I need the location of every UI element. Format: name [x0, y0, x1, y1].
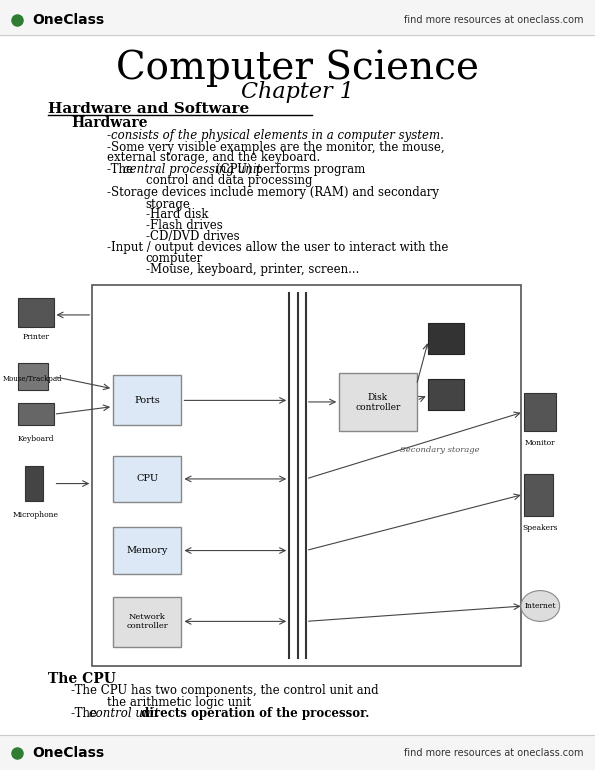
Text: -Flash drives: -Flash drives — [146, 219, 223, 232]
Bar — [524, 393, 556, 431]
Bar — [18, 298, 54, 327]
Text: OneClass: OneClass — [33, 746, 105, 760]
Text: -Input / output devices allow the user to interact with the: -Input / output devices allow the user t… — [107, 242, 449, 254]
Bar — [113, 597, 181, 647]
Text: computer: computer — [146, 253, 203, 265]
Bar — [428, 379, 464, 410]
Text: Internet: Internet — [525, 602, 556, 610]
Text: Speakers: Speakers — [522, 524, 558, 531]
Text: -consists of the physical elements in a computer system.: -consists of the physical elements in a … — [107, 129, 444, 142]
Bar — [92, 285, 521, 666]
Text: external storage, and the keyboard.: external storage, and the keyboard. — [107, 152, 320, 164]
Text: -The: -The — [71, 708, 101, 720]
Text: control unit: control unit — [89, 708, 159, 720]
Text: Network
controller: Network controller — [126, 613, 168, 631]
Bar — [18, 363, 48, 390]
Text: control and data processing: control and data processing — [146, 175, 312, 187]
Text: Hardware and Software: Hardware and Software — [48, 102, 249, 116]
Bar — [0, 0, 595, 35]
Text: Memory: Memory — [127, 546, 168, 555]
Bar — [428, 323, 464, 354]
Text: find more resources at oneclass.com: find more resources at oneclass.com — [403, 748, 583, 758]
Text: the arithmetic logic unit: the arithmetic logic unit — [107, 696, 251, 708]
Text: Hardware: Hardware — [71, 116, 148, 130]
Text: -The: -The — [107, 163, 137, 176]
Text: Secondary storage: Secondary storage — [400, 447, 480, 454]
Text: -Mouse, keyboard, printer, screen...: -Mouse, keyboard, printer, screen... — [146, 263, 359, 276]
Bar — [524, 474, 553, 516]
Bar — [0, 735, 595, 770]
Text: central processing unit: central processing unit — [123, 163, 262, 176]
Text: -Hard disk: -Hard disk — [146, 209, 208, 221]
Text: -CD/DVD drives: -CD/DVD drives — [146, 230, 239, 243]
Text: Printer: Printer — [22, 333, 49, 340]
Text: storage: storage — [146, 198, 190, 210]
Text: OneClass: OneClass — [33, 13, 105, 27]
Bar — [339, 373, 416, 431]
Text: -Some very visible examples are the monitor, the mouse,: -Some very visible examples are the moni… — [107, 141, 444, 153]
Text: CPU: CPU — [136, 474, 158, 484]
Text: Chapter 1: Chapter 1 — [241, 82, 354, 103]
Bar — [113, 456, 181, 502]
Bar — [113, 375, 181, 425]
Text: Keyboard: Keyboard — [17, 435, 54, 443]
Text: directs operation of the processor.: directs operation of the processor. — [141, 708, 369, 720]
Bar — [18, 403, 54, 425]
Text: Mouse/Trackpad: Mouse/Trackpad — [3, 375, 62, 383]
Text: -Storage devices include memory (RAM) and secondary: -Storage devices include memory (RAM) an… — [107, 186, 439, 199]
Text: -The CPU has two components, the control unit and: -The CPU has two components, the control… — [71, 685, 379, 697]
Text: Disk
controller: Disk controller — [355, 393, 400, 412]
Text: The CPU: The CPU — [48, 672, 115, 686]
Ellipse shape — [521, 591, 559, 621]
Text: Monitor: Monitor — [525, 439, 556, 447]
Bar — [25, 466, 43, 500]
Text: (CPU) performs program: (CPU) performs program — [216, 163, 365, 176]
Text: find more resources at oneclass.com: find more resources at oneclass.com — [403, 15, 583, 25]
Text: Ports: Ports — [134, 396, 160, 404]
Bar — [113, 527, 181, 574]
Text: Computer Science: Computer Science — [116, 49, 479, 86]
Text: Microphone: Microphone — [12, 511, 59, 518]
